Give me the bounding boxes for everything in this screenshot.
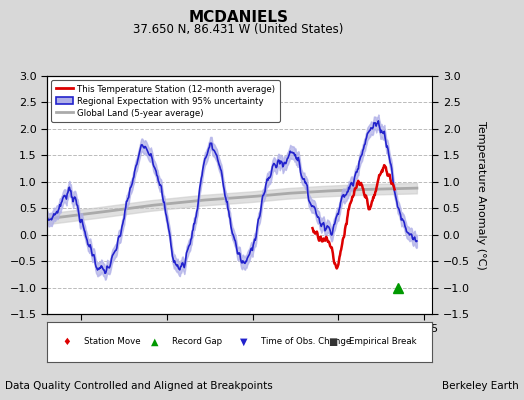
Text: MCDANIELS: MCDANIELS xyxy=(189,10,288,26)
Text: Record Gap: Record Gap xyxy=(172,338,223,346)
Text: Empirical Break: Empirical Break xyxy=(350,338,417,346)
Legend: This Temperature Station (12-month average), Regional Expectation with 95% uncer: This Temperature Station (12-month avera… xyxy=(51,80,280,122)
Text: ■: ■ xyxy=(329,337,337,347)
Text: Berkeley Earth: Berkeley Earth xyxy=(442,381,519,391)
Text: Time of Obs. Change: Time of Obs. Change xyxy=(261,338,351,346)
Text: ▲: ▲ xyxy=(151,337,159,347)
Text: 37.650 N, 86.431 W (United States): 37.650 N, 86.431 W (United States) xyxy=(133,24,344,36)
Text: ♦: ♦ xyxy=(62,337,71,347)
Text: Station Move: Station Move xyxy=(84,338,140,346)
Text: ▼: ▼ xyxy=(239,337,247,347)
Y-axis label: Temperature Anomaly (°C): Temperature Anomaly (°C) xyxy=(476,121,486,269)
Text: Data Quality Controlled and Aligned at Breakpoints: Data Quality Controlled and Aligned at B… xyxy=(5,381,273,391)
